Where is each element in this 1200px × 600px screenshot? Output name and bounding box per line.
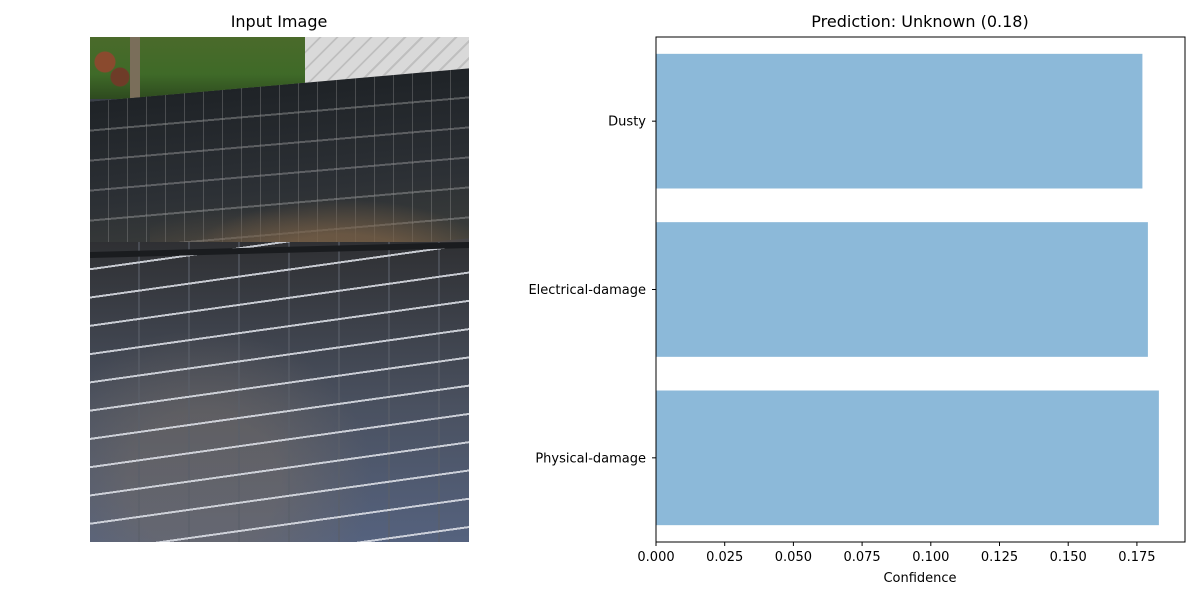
x-tick-label: 0.150 — [1050, 550, 1087, 565]
bar-dusty — [656, 53, 1143, 189]
x-tick-label: 0.025 — [706, 550, 743, 565]
x-tick-label: 0.175 — [1118, 550, 1155, 565]
x-axis-label: Confidence — [883, 571, 956, 586]
y-tick-label: Physical-damage — [535, 451, 646, 466]
x-tick-label: 0.000 — [637, 550, 674, 565]
bar-physical-damage — [656, 390, 1159, 526]
x-tick-label: 0.100 — [912, 550, 949, 565]
x-tick-label: 0.050 — [775, 550, 812, 565]
photo-solar-panels-lower — [90, 242, 469, 542]
input-image — [90, 37, 469, 542]
input-image-title: Input Image — [230, 12, 328, 31]
x-tick-label: 0.075 — [843, 550, 880, 565]
y-tick-label: Dusty — [608, 115, 646, 130]
bar-electrical-damage — [656, 222, 1148, 357]
x-tick-label: 0.125 — [981, 550, 1018, 565]
y-tick-label: Electrical-damage — [528, 283, 646, 298]
chart-title: Prediction: Unknown (0.18) — [811, 12, 1029, 31]
photo-fence — [130, 37, 140, 99]
